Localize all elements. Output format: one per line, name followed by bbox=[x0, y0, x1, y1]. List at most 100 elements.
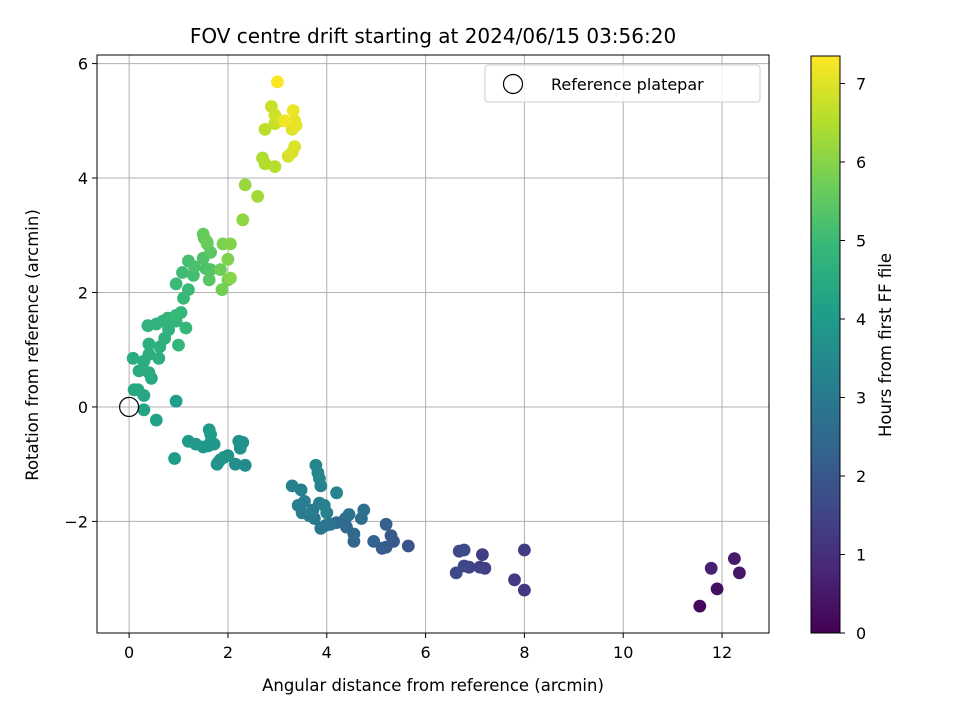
data-point bbox=[288, 140, 301, 154]
data-point bbox=[258, 122, 272, 136]
reference-marker-layer bbox=[119, 396, 140, 418]
data-point bbox=[271, 75, 284, 89]
data-point bbox=[710, 582, 724, 596]
data-point bbox=[187, 260, 201, 274]
data-point bbox=[289, 119, 303, 132]
data-point bbox=[204, 263, 218, 276]
data-point bbox=[401, 539, 415, 553]
legend-box bbox=[484, 64, 761, 103]
data-point bbox=[728, 552, 741, 565]
data-point bbox=[704, 561, 718, 575]
data-point bbox=[149, 413, 163, 427]
data-point bbox=[476, 548, 489, 561]
chart-title: FOV centre drift starting at 2024/06/15 … bbox=[190, 24, 676, 48]
data-point bbox=[142, 347, 156, 361]
x-tick-label: 4 bbox=[322, 643, 332, 662]
x-tick-label: 12 bbox=[712, 643, 732, 662]
data-point bbox=[233, 441, 247, 455]
data-point bbox=[357, 503, 371, 517]
data-point bbox=[215, 283, 229, 296]
data-point bbox=[473, 560, 487, 574]
data-point bbox=[169, 309, 183, 322]
data-point bbox=[518, 543, 531, 557]
data-point bbox=[508, 573, 521, 587]
data-point bbox=[141, 319, 155, 333]
colorbar-tick-label: 3 bbox=[856, 388, 866, 407]
colorbar-tick-label: 6 bbox=[856, 153, 866, 172]
data-point bbox=[278, 114, 292, 128]
colorbar-tick-label: 0 bbox=[856, 624, 866, 643]
data-point bbox=[317, 499, 331, 512]
y-tick-label: −2 bbox=[64, 512, 88, 531]
data-point bbox=[126, 351, 140, 365]
data-points bbox=[126, 75, 746, 613]
data-point bbox=[132, 364, 146, 378]
plot-area bbox=[97, 55, 769, 633]
data-point bbox=[176, 266, 189, 279]
data-point bbox=[142, 366, 156, 379]
colorbar-label: Hours from first FF file bbox=[876, 253, 895, 437]
data-point bbox=[384, 529, 398, 543]
data-point bbox=[152, 351, 166, 365]
data-point bbox=[457, 543, 471, 557]
colorbar-tick-label: 5 bbox=[856, 231, 866, 250]
y-axis-label: Rotation from reference (arcmin) bbox=[23, 209, 42, 481]
data-point bbox=[449, 566, 463, 580]
data-point bbox=[204, 428, 218, 441]
data-point bbox=[214, 263, 227, 276]
data-point bbox=[342, 508, 356, 521]
data-point bbox=[313, 472, 326, 485]
plot-frame bbox=[96, 54, 770, 634]
data-point bbox=[298, 495, 311, 508]
data-point bbox=[168, 452, 182, 465]
data-point bbox=[182, 283, 195, 296]
x-axis-ticks: 0 2 4 6 8 10 12 bbox=[124, 633, 732, 662]
x-tick-label: 10 bbox=[613, 643, 633, 662]
data-point bbox=[221, 252, 235, 266]
data-point bbox=[169, 394, 183, 408]
y-tick-label: 4 bbox=[78, 169, 88, 188]
data-point bbox=[214, 453, 227, 466]
data-point bbox=[286, 104, 300, 117]
grid bbox=[97, 55, 769, 633]
data-point bbox=[251, 190, 264, 203]
reference-platepar-marker bbox=[119, 396, 140, 418]
data-point bbox=[367, 535, 381, 548]
x-tick-label: 2 bbox=[223, 643, 233, 662]
data-point bbox=[137, 403, 151, 417]
legend-label-reference: Reference platepar bbox=[551, 75, 704, 94]
data-point bbox=[236, 213, 250, 227]
data-point bbox=[169, 277, 183, 291]
colorbar: 0 1 2 3 4 5 6 7 Hours from first FF file bbox=[810, 55, 895, 643]
data-point bbox=[182, 434, 195, 448]
data-point bbox=[379, 517, 393, 531]
data-point bbox=[268, 160, 282, 174]
colorbar-tick-label: 4 bbox=[856, 310, 866, 329]
colorbar-gradient bbox=[810, 55, 841, 634]
data-point bbox=[229, 457, 242, 471]
data-point bbox=[238, 458, 252, 472]
data-point bbox=[224, 237, 237, 251]
y-tick-label: 6 bbox=[78, 55, 88, 74]
colorbar-tick-label: 7 bbox=[856, 74, 866, 93]
data-point bbox=[258, 157, 272, 171]
data-point bbox=[518, 583, 531, 597]
legend-marker-reference bbox=[502, 73, 524, 95]
data-point bbox=[238, 178, 252, 192]
data-point bbox=[285, 479, 299, 493]
data-point bbox=[172, 338, 185, 352]
data-point bbox=[224, 271, 237, 285]
data-point bbox=[202, 273, 216, 287]
legend: Reference platepar bbox=[484, 64, 761, 103]
data-point bbox=[200, 235, 214, 249]
colorbar-tick-label: 2 bbox=[856, 467, 866, 486]
x-tick-label: 6 bbox=[420, 643, 430, 662]
y-tick-label: 2 bbox=[78, 283, 88, 302]
data-point bbox=[733, 566, 746, 580]
data-point bbox=[142, 337, 156, 351]
data-point bbox=[693, 599, 707, 613]
x-axis-label: Angular distance from reference (arcmin) bbox=[262, 676, 604, 695]
data-point bbox=[330, 486, 343, 500]
y-tick-label: 0 bbox=[78, 398, 88, 417]
